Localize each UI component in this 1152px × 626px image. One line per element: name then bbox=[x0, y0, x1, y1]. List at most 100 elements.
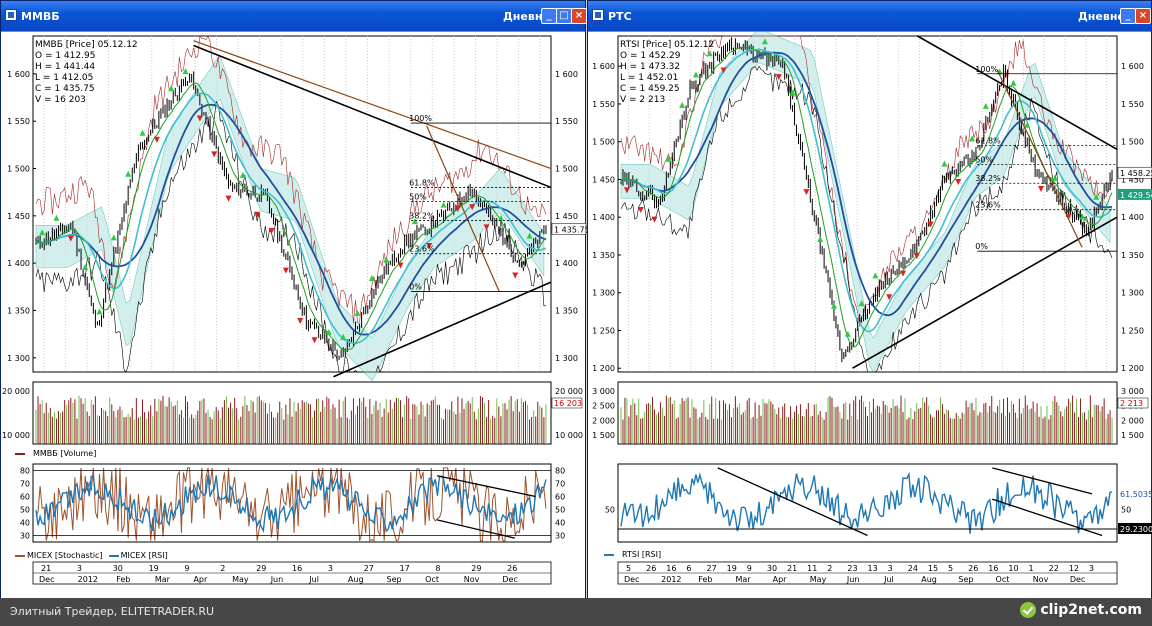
fractal-up-marker bbox=[1010, 79, 1017, 86]
titlebar[interactable]: ММВБ Дневной _ □ × bbox=[1, 1, 587, 31]
day-tick: 12 bbox=[1069, 564, 1079, 573]
minimize-button[interactable]: _ bbox=[1120, 8, 1136, 24]
fractal-down-marker bbox=[297, 318, 304, 325]
legend-swatch bbox=[604, 553, 614, 556]
fib-label: 50% bbox=[975, 155, 993, 164]
osc-tick-right: 60 bbox=[555, 493, 565, 502]
fib-label: 50% bbox=[409, 193, 427, 202]
moving-average-line bbox=[35, 103, 547, 336]
fractal-down-marker bbox=[623, 187, 630, 194]
close-button[interactable]: × bbox=[571, 8, 587, 24]
period-label[interactable]: Дневной bbox=[1078, 10, 1133, 23]
ichimoku-cloud bbox=[620, 32, 1111, 373]
close-button[interactable]: × bbox=[1135, 8, 1151, 24]
day-tick: 1 bbox=[1029, 564, 1034, 573]
price-tick-right: 1 500 bbox=[1121, 138, 1144, 147]
month-tick: Feb bbox=[698, 575, 712, 584]
price-tick-left: 1 300 bbox=[592, 289, 615, 298]
price-tick-left: 1 250 bbox=[592, 326, 615, 335]
month-tick: Nov bbox=[1033, 575, 1049, 584]
ohlc-line: O = 1 452.29 bbox=[620, 51, 681, 61]
titlebar[interactable]: РТС Дневной _ × bbox=[588, 1, 1151, 31]
minimize-button[interactable]: _ bbox=[541, 8, 557, 24]
fractal-up-marker bbox=[679, 101, 686, 108]
fractal-up-marker bbox=[354, 309, 361, 316]
fractal-up-marker bbox=[39, 229, 46, 236]
osc-tick-right: 30 bbox=[555, 532, 565, 541]
day-tick: 5 bbox=[626, 564, 631, 573]
price-tick-right: 1 450 bbox=[555, 212, 578, 221]
maximize-button[interactable]: □ bbox=[556, 8, 572, 24]
fib-label: 61.8% bbox=[409, 178, 435, 187]
fractal-down-marker bbox=[651, 216, 658, 223]
ohlc-line: L = 1 452.01 bbox=[620, 73, 679, 83]
fractal-up-marker bbox=[411, 218, 418, 225]
day-tick: 5 bbox=[948, 564, 953, 573]
fractal-up-marker bbox=[1079, 213, 1086, 220]
oscillator-legend: RTSI [RSI] bbox=[604, 550, 661, 559]
last-price-label: 1 458.25 bbox=[1120, 169, 1152, 178]
ichimoku-cloud bbox=[35, 56, 545, 382]
month-tick: Apr bbox=[773, 575, 788, 584]
price-tick-left: 1 450 bbox=[7, 212, 30, 221]
last-price-box bbox=[1118, 188, 1152, 200]
check-icon bbox=[1020, 602, 1037, 618]
osc-low-box bbox=[1118, 523, 1152, 534]
volume-last-label: 16 203 bbox=[554, 399, 582, 408]
ohlc-line: C = 1 435.75 bbox=[35, 84, 95, 94]
month-tick: Jul bbox=[308, 575, 319, 584]
volume-tick-left: 2 500 bbox=[592, 402, 615, 411]
oscillator-line bbox=[620, 471, 1113, 534]
osc-tick-left: 50 bbox=[20, 506, 30, 515]
fractal-down-marker bbox=[397, 262, 404, 269]
fractal-up-marker bbox=[761, 38, 768, 45]
price-tick-left: 1 200 bbox=[592, 364, 615, 373]
price-tick-right: 1 600 bbox=[1121, 62, 1144, 71]
day-tick: 26 bbox=[968, 564, 978, 573]
price-tick-left: 1 600 bbox=[592, 62, 615, 71]
legend-swatch bbox=[108, 554, 119, 557]
month-tick: Mar bbox=[735, 575, 751, 584]
osc-tick-right: 50 bbox=[555, 506, 565, 515]
trend-line bbox=[852, 216, 1118, 369]
ohlc-line: L = 1 412.05 bbox=[35, 73, 94, 83]
day-tick: 21 bbox=[787, 564, 797, 573]
volume-tick-right: 20 000 bbox=[555, 387, 583, 396]
month-tick: 2012 bbox=[78, 575, 98, 584]
day-tick: 2 bbox=[827, 564, 832, 573]
volume-tick-left: 3 000 bbox=[592, 387, 615, 396]
month-tick: Feb bbox=[116, 575, 130, 584]
month-tick: Apr bbox=[193, 575, 208, 584]
price-tick-left: 1 600 bbox=[7, 70, 30, 79]
fib-label: 0% bbox=[409, 283, 422, 292]
day-tick: 2 bbox=[220, 564, 225, 573]
envelope-line bbox=[35, 35, 547, 324]
price-tick-left: 1 500 bbox=[592, 138, 615, 147]
ohlc-line: V = 16 203 bbox=[35, 95, 86, 105]
clip2net-logo: clip2net.com bbox=[1020, 602, 1142, 618]
month-tick: Jun bbox=[270, 575, 284, 584]
trend-line bbox=[996, 69, 1083, 248]
ohlc-line: H = 1 441.44 bbox=[35, 62, 96, 72]
fractal-down-marker bbox=[426, 243, 433, 250]
trend-line bbox=[193, 44, 552, 189]
ohlc-line: C = 1 459.25 bbox=[620, 84, 680, 94]
price-tick-left: 1 500 bbox=[7, 165, 30, 174]
fractal-down-marker bbox=[886, 294, 893, 301]
chart-area[interactable]: 1 600 1 600 1 550 1 550 1 500 1 500 1 450 1 450… bbox=[588, 31, 1152, 600]
fractal-down-marker bbox=[775, 74, 782, 81]
fib-label: 0% bbox=[975, 242, 988, 251]
fractal-up-marker bbox=[692, 71, 699, 78]
volume-tick-left: 20 000 bbox=[2, 387, 30, 396]
month-tick: Sep bbox=[387, 575, 402, 584]
fractal-up-marker bbox=[53, 214, 60, 221]
day-tick: 24 bbox=[908, 564, 918, 573]
month-tick: Nov bbox=[464, 575, 480, 584]
price-tick-right: 1 400 bbox=[555, 259, 578, 268]
fib-label: 61.8% bbox=[975, 136, 1001, 145]
legend-swatch bbox=[15, 452, 25, 455]
window-icon bbox=[592, 9, 604, 21]
chart-area[interactable]: 1 600 1 600 1 550 1 550 1 500 1 500 1 450 1 450… bbox=[1, 31, 587, 600]
